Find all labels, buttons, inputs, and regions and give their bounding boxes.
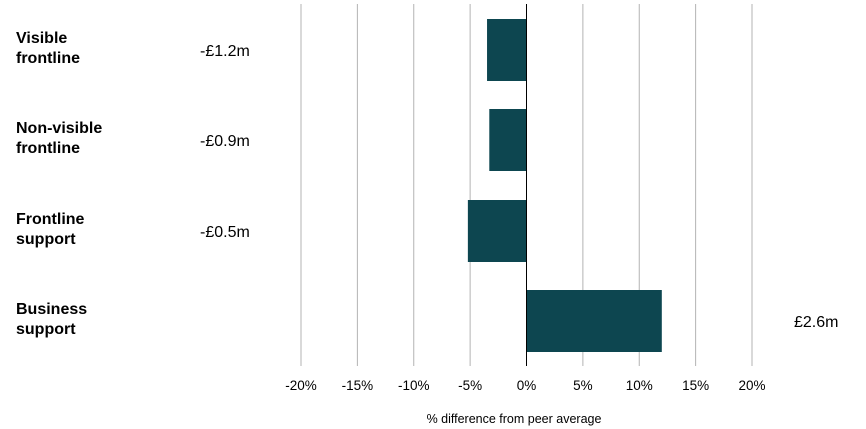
value-label: -£0.5m bbox=[200, 224, 250, 241]
bar-non-visible-frontline bbox=[489, 109, 527, 171]
value-labels: -£1.2m -£0.9m -£0.5m £2.6m bbox=[200, 43, 838, 331]
bars bbox=[467, 19, 662, 352]
value-label: £2.6m bbox=[794, 314, 838, 331]
x-tick-label: 20% bbox=[738, 378, 765, 393]
x-tick-label: 15% bbox=[682, 378, 709, 393]
x-tick-label: 0% bbox=[517, 378, 537, 393]
category-label: Non-visible frontline bbox=[16, 120, 102, 157]
category-label: Visible frontline bbox=[16, 30, 80, 67]
category-labels: Visible frontline Non-visible frontline Fron… bbox=[16, 30, 102, 338]
bar-frontline-support bbox=[467, 200, 527, 262]
value-label: -£0.9m bbox=[200, 133, 250, 150]
category-label: Frontline support bbox=[16, 211, 85, 248]
category-label: Business support bbox=[16, 301, 87, 338]
bar-visible-frontline bbox=[487, 19, 527, 81]
value-label: -£1.2m bbox=[200, 43, 250, 60]
x-tick-label: -5% bbox=[458, 378, 482, 393]
x-tick-label: -15% bbox=[342, 378, 374, 393]
x-axis-title: % difference from peer average bbox=[427, 412, 602, 426]
x-tick-label: 10% bbox=[626, 378, 653, 393]
x-tick-label: 5% bbox=[573, 378, 593, 393]
gridlines bbox=[300, 4, 753, 366]
x-tick-label: -20% bbox=[285, 378, 317, 393]
x-tick-label: -10% bbox=[398, 378, 430, 393]
bar-business-support bbox=[526, 290, 662, 352]
x-tick-labels: -20% -15% -10% -5% 0% 5% 10% 15% 20% bbox=[285, 378, 765, 393]
